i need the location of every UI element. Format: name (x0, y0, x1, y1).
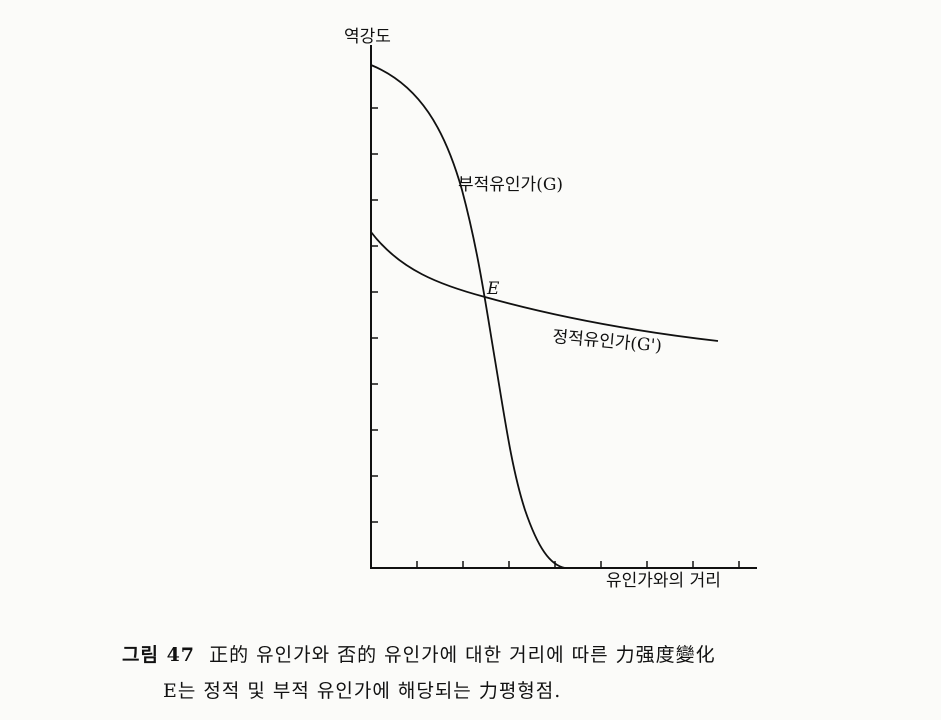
y-ticks (371, 107, 378, 523)
equilibrium-label: E (486, 279, 500, 299)
caption-line: E는 정적 및 부적 유인가에 해당되는 力평형점. (163, 676, 561, 703)
negative-valence-curve (370, 64, 566, 569)
curve-label: 부적유인가(G) (458, 175, 563, 195)
caption-line: 그림 47 正的 유인가와 否的 유인가에 대한 거리에 따른 力强度變化 (122, 640, 716, 667)
x-axis-label: 유인가와의 거리 (606, 571, 721, 591)
y-axis-label: 역강도 (344, 27, 391, 47)
x-ticks (416, 561, 740, 568)
caption-text: E는 정적 및 부적 유인가에 해당되는 力평형점. (163, 680, 562, 702)
positive-valence-curve (370, 231, 719, 342)
caption-number: 그림 47 (122, 644, 196, 666)
caption-text: 正的 유인가와 否的 유인가에 대한 거리에 따른 力强度變化 (209, 644, 716, 666)
